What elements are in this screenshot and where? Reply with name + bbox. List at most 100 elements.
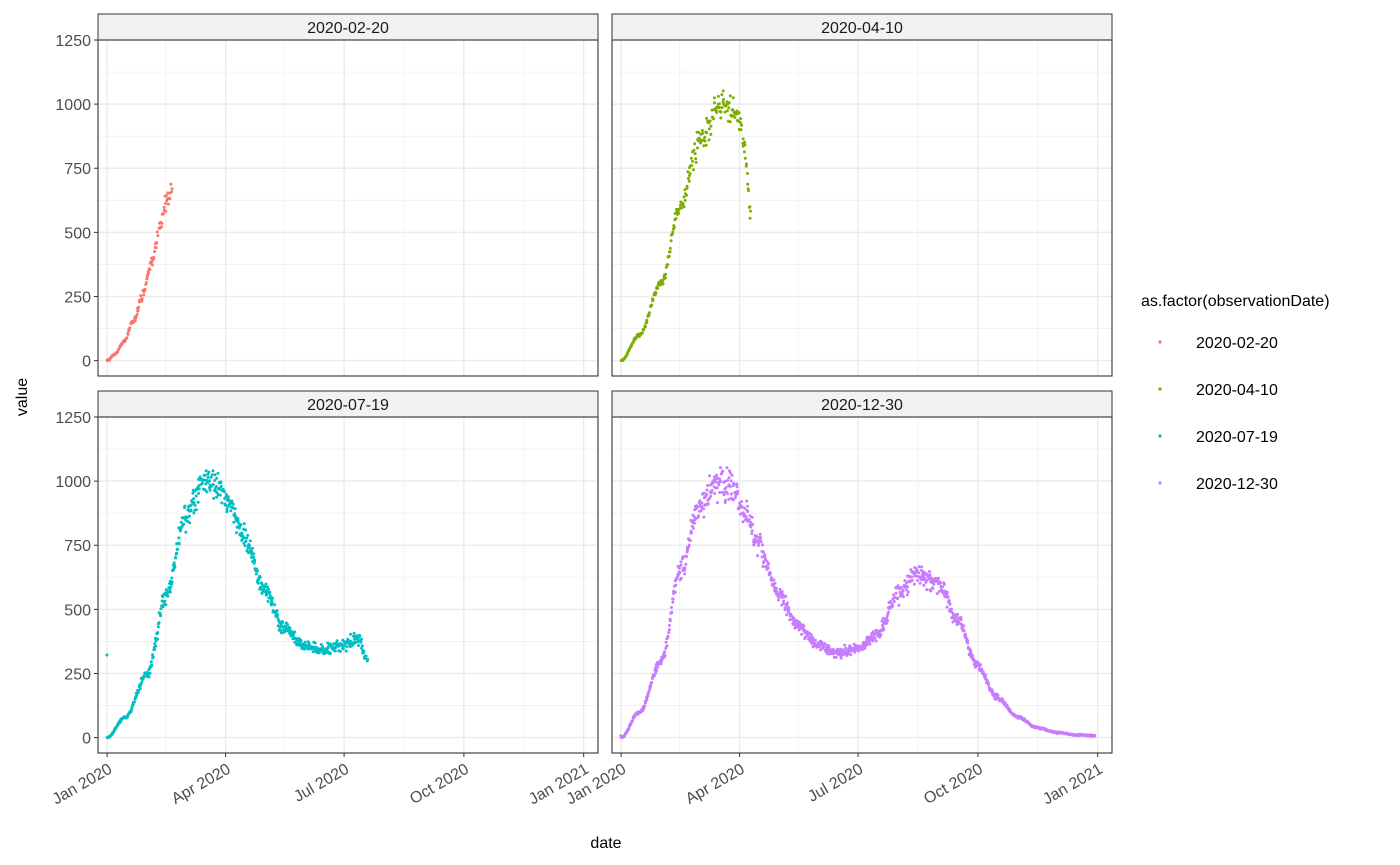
- data-point: [731, 108, 735, 112]
- data-point: [724, 486, 728, 490]
- data-point: [945, 593, 949, 597]
- data-point: [800, 632, 804, 636]
- data-point: [244, 528, 248, 532]
- data-point: [693, 142, 697, 146]
- data-point: [187, 514, 191, 518]
- data-point: [145, 277, 149, 281]
- legend-items: 2020-02-20 2020-04-10 2020-07-19 2020-12-30: [1158, 335, 1278, 493]
- data-point: [686, 177, 690, 180]
- data-point: [686, 170, 690, 174]
- data-point: [668, 250, 672, 254]
- data-point: [153, 642, 157, 646]
- data-point: [360, 644, 364, 648]
- data-point: [906, 590, 910, 594]
- data-point: [164, 202, 167, 206]
- data-point: [962, 629, 966, 633]
- data-point: [166, 594, 170, 598]
- data-point: [886, 619, 890, 622]
- data-point: [256, 569, 259, 573]
- y-tick-label: 1000: [55, 97, 91, 114]
- data-point: [116, 350, 120, 353]
- data-point: [268, 594, 272, 598]
- data-point: [873, 636, 877, 640]
- data-point: [709, 491, 713, 495]
- data-point: [766, 566, 770, 570]
- data-point: [690, 164, 694, 167]
- data-point: [156, 234, 160, 238]
- data-point: [172, 561, 176, 565]
- data-point: [931, 586, 935, 590]
- data-point: [747, 518, 751, 522]
- data-point: [687, 179, 691, 183]
- data-point: [945, 605, 949, 609]
- data-point: [951, 620, 955, 624]
- data-point: [674, 583, 678, 587]
- data-point: [728, 471, 732, 475]
- data-point: [125, 336, 129, 340]
- data-point: [218, 493, 222, 497]
- data-point: [250, 550, 254, 554]
- data-point: [732, 483, 736, 487]
- data-point: [661, 282, 665, 286]
- data-point: [943, 589, 947, 593]
- data-point: [713, 101, 716, 105]
- data-point: [780, 590, 784, 594]
- points-2020-04-10: [619, 89, 752, 363]
- data-point: [748, 514, 752, 518]
- data-point: [927, 570, 931, 573]
- data-point: [154, 644, 158, 648]
- data-point: [910, 575, 914, 579]
- data-point: [723, 110, 727, 114]
- data-point: [302, 647, 306, 651]
- data-point: [162, 205, 166, 209]
- data-point: [759, 536, 763, 539]
- data-point: [137, 689, 140, 693]
- data-point: [142, 675, 146, 679]
- data-point: [668, 246, 672, 250]
- data-point: [715, 473, 719, 477]
- data-point: [279, 628, 282, 632]
- data-point: [341, 647, 345, 651]
- data-point: [133, 319, 137, 323]
- data-point: [667, 631, 671, 634]
- data-point: [710, 489, 714, 492]
- data-point: [712, 96, 716, 100]
- data-point: [747, 189, 750, 193]
- data-point: [144, 281, 148, 285]
- data-point: [762, 560, 766, 564]
- data-point: [708, 474, 711, 478]
- data-point: [253, 559, 257, 563]
- data-point: [679, 563, 683, 567]
- data-point: [732, 498, 735, 502]
- data-point: [196, 500, 200, 504]
- data-point: [709, 132, 713, 136]
- data-point: [147, 675, 151, 679]
- data-point: [150, 261, 153, 265]
- data-point: [971, 654, 975, 658]
- data-point: [706, 502, 710, 506]
- data-point: [683, 572, 687, 576]
- data-point: [211, 483, 215, 486]
- data-point: [188, 521, 192, 525]
- legend-key: [1158, 340, 1162, 344]
- data-point: [654, 671, 658, 675]
- data-point: [969, 652, 973, 656]
- data-point: [147, 272, 150, 275]
- data-point: [157, 621, 161, 625]
- data-point: [843, 643, 847, 647]
- data-point: [248, 539, 252, 543]
- data-point: [286, 623, 289, 626]
- data-point: [688, 539, 692, 542]
- data-point: [739, 121, 743, 125]
- data-point: [645, 318, 649, 322]
- data-point: [818, 644, 822, 648]
- data-point: [776, 598, 780, 602]
- data-point: [744, 164, 748, 168]
- x-tick-label: Jan 2021: [1040, 761, 1106, 809]
- data-point: [725, 466, 729, 470]
- data-point: [264, 593, 268, 597]
- data-point: [148, 671, 152, 675]
- data-point: [210, 473, 214, 477]
- data-point: [138, 687, 142, 691]
- data-point: [792, 619, 796, 623]
